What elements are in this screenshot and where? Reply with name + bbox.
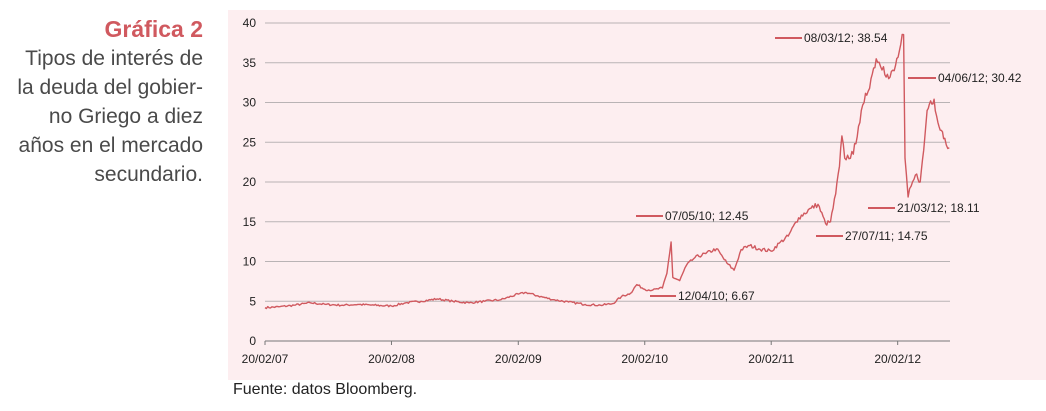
annotation-label: 21/03/12; 18.11	[897, 201, 980, 215]
y-tick-label: 40	[243, 16, 257, 30]
chart-area	[228, 10, 1046, 380]
y-tick-label: 5	[249, 294, 256, 308]
x-tick-label: 20/02/07	[242, 352, 289, 366]
y-tick-label: 35	[243, 56, 257, 70]
figure-title-line: Tipos de interés de	[25, 47, 203, 70]
series-line	[264, 33, 950, 310]
source-note: Fuente: datos Bloomberg.	[233, 381, 418, 398]
annotation-label: 27/07/11; 14.75	[845, 229, 928, 243]
annotation-label: 08/03/12; 38.54	[804, 31, 888, 45]
annotation-label: 07/05/10; 12.45	[665, 209, 749, 223]
figure-title-line: no Griego a diez	[48, 105, 203, 128]
annotation-label: 12/04/10; 6.67	[678, 289, 755, 303]
y-tick-label: 15	[243, 215, 257, 229]
y-tick-label: 25	[243, 135, 257, 149]
figure-title-line: secundario.	[94, 163, 203, 186]
x-tick-label: 20/02/08	[368, 352, 415, 366]
figure-title-line: años en el mercado	[18, 134, 203, 157]
y-tick-label: 30	[243, 96, 257, 110]
y-tick-label: 0	[249, 334, 256, 348]
figure-caption: Gráfica 2 Tipos de interés de la deuda d…	[0, 14, 203, 189]
figure-title: Tipos de interés de la deuda del gobier-…	[0, 44, 203, 189]
line-chart: 0 5 10 15 20 25 30 35 40 20/02/07 20/02/08 20/02/09…	[242, 16, 1022, 366]
x-tick-label: 20/02/10	[621, 352, 668, 366]
y-tick-label: 10	[243, 255, 257, 269]
x-tick-label: 20/02/12	[874, 352, 921, 366]
annotation-label: 04/06/12; 30.42	[938, 71, 1022, 85]
y-tick-label: 20	[243, 175, 257, 189]
figure-title-line: la deuda del gobier-	[17, 76, 203, 99]
x-tick-label: 20/02/09	[495, 352, 542, 366]
figure-label: Gráfica 2	[104, 16, 203, 42]
x-tick-label: 20/02/11	[748, 352, 794, 366]
